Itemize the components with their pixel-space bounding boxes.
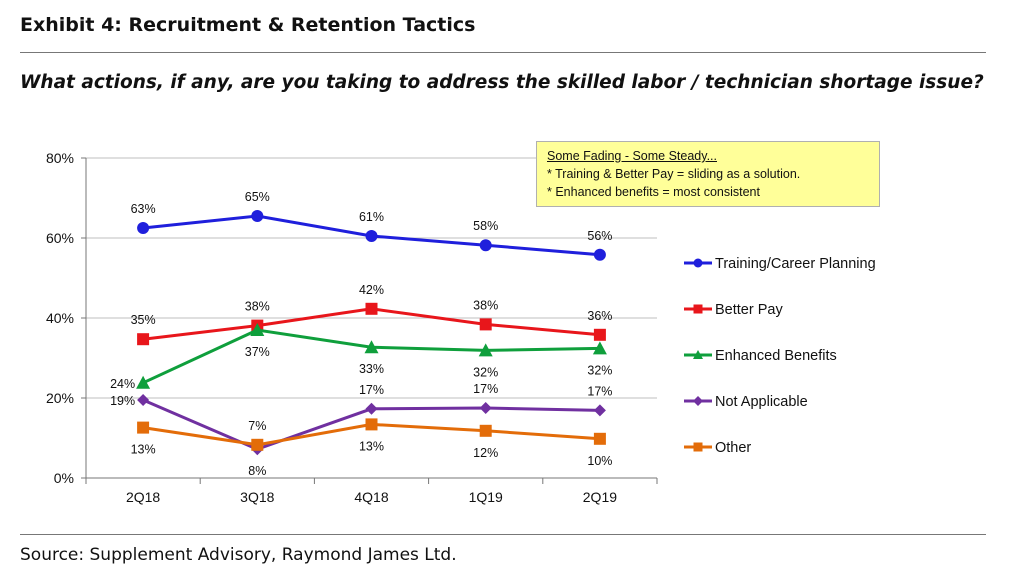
data-point — [478, 343, 493, 357]
data-label: 17% — [473, 382, 498, 396]
legend-label: Better Pay — [715, 302, 783, 318]
data-point — [251, 210, 264, 222]
data-label: 17% — [359, 383, 384, 397]
data-point — [593, 248, 606, 261]
data-point — [137, 421, 150, 434]
data-label: 17% — [587, 384, 612, 398]
data-label: 61% — [359, 210, 384, 224]
x-tick-label: 3Q18 — [240, 489, 274, 505]
annotation-line-1: * Training & Better Pay = sliding as a s… — [547, 167, 801, 181]
annotation-box: Some Fading - Some Steady... * Training … — [536, 141, 880, 207]
data-point — [137, 333, 150, 346]
data-point — [365, 418, 378, 431]
data-label: 42% — [359, 283, 384, 297]
data-point — [479, 239, 492, 252]
annotation-title: Some Fading - Some Steady... — [547, 149, 717, 163]
source-note: Source: Supplement Advisory, Raymond Jam… — [20, 545, 457, 565]
y-tick-label: 60% — [46, 230, 74, 246]
data-label: 56% — [587, 229, 612, 243]
data-label: 63% — [131, 202, 156, 216]
data-label: 24% — [110, 377, 135, 391]
legend-label: Not Applicable — [715, 394, 808, 410]
data-point — [593, 328, 606, 341]
x-tick-label: 1Q19 — [469, 489, 503, 505]
data-label: 7% — [248, 419, 266, 433]
data-point — [365, 402, 378, 415]
annotation-line-2: * Enhanced benefits = most consistent — [547, 185, 760, 199]
data-point — [251, 438, 264, 451]
legend-label: Other — [715, 440, 751, 456]
legend-marker — [693, 304, 703, 314]
data-point — [479, 318, 492, 331]
data-point — [364, 340, 379, 354]
data-point — [592, 341, 607, 355]
y-tick-label: 40% — [46, 310, 74, 326]
legend-marker — [693, 442, 703, 452]
x-tick-label: 2Q18 — [126, 489, 160, 505]
legend-marker — [693, 396, 703, 406]
data-label: 37% — [245, 345, 270, 359]
y-tick-label: 80% — [46, 150, 74, 166]
data-point — [593, 404, 606, 417]
data-label: 32% — [587, 363, 612, 377]
legend-label: Enhanced Benefits — [715, 348, 837, 364]
data-point — [593, 432, 606, 445]
data-point — [137, 222, 150, 234]
data-label: 35% — [131, 313, 156, 327]
data-label: 58% — [473, 219, 498, 233]
data-label: 8% — [248, 464, 266, 478]
data-label: 19% — [110, 394, 135, 408]
x-tick-label: 4Q18 — [354, 489, 388, 505]
title-divider — [20, 52, 986, 53]
data-point — [365, 302, 378, 315]
data-label: 10% — [587, 454, 612, 468]
data-label: 13% — [359, 439, 384, 453]
data-label: 38% — [473, 298, 498, 312]
data-point — [136, 375, 151, 389]
footer-divider — [20, 534, 986, 535]
legend-label: Training/Career Planning — [715, 256, 876, 272]
survey-question: What actions, if any, are you taking to … — [20, 72, 984, 93]
legend-marker — [693, 350, 703, 359]
legend-marker — [693, 258, 703, 268]
data-point — [137, 394, 150, 406]
data-label: 32% — [473, 365, 498, 379]
data-label: 65% — [245, 190, 270, 204]
data-label: 33% — [359, 362, 384, 376]
data-point — [250, 323, 265, 336]
y-tick-label: 20% — [46, 390, 74, 406]
y-tick-label: 0% — [54, 470, 74, 486]
data-label: 36% — [587, 309, 612, 323]
data-point — [479, 424, 492, 437]
data-label: 13% — [131, 443, 156, 457]
data-point — [479, 402, 492, 414]
exhibit-title: Exhibit 4: Recruitment & Retention Tacti… — [20, 14, 476, 36]
data-label: 38% — [245, 300, 270, 314]
x-tick-label: 2Q19 — [583, 489, 617, 505]
data-label: 12% — [473, 446, 498, 460]
data-point — [365, 230, 378, 242]
